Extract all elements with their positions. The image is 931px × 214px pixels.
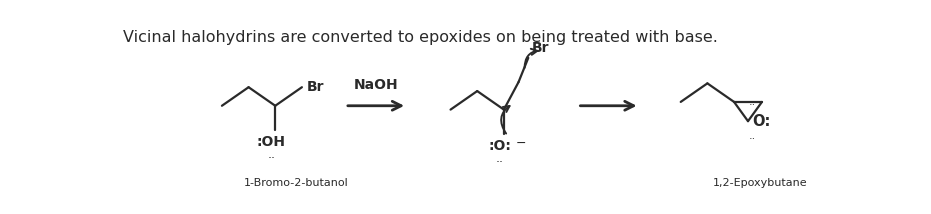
Text: Br: Br [306,80,324,94]
Text: −: − [516,137,526,150]
Text: :OH: :OH [257,135,286,149]
Text: O:: O: [752,114,771,129]
Text: ··: ·· [267,152,276,165]
Text: ··: ·· [496,156,504,169]
Text: ··: ·· [749,134,755,144]
Text: Vicinal halohydrins are converted to epoxides on being treated with base.: Vicinal halohydrins are converted to epo… [123,30,718,45]
Text: ··: ·· [749,100,755,110]
Text: 1-Bromo-2-butanol: 1-Bromo-2-butanol [244,178,349,188]
Text: 1,2-Epoxybutane: 1,2-Epoxybutane [713,178,808,188]
Text: NaOH: NaOH [354,78,398,92]
Text: :O:: :O: [489,139,511,153]
Text: Br: Br [532,41,549,55]
